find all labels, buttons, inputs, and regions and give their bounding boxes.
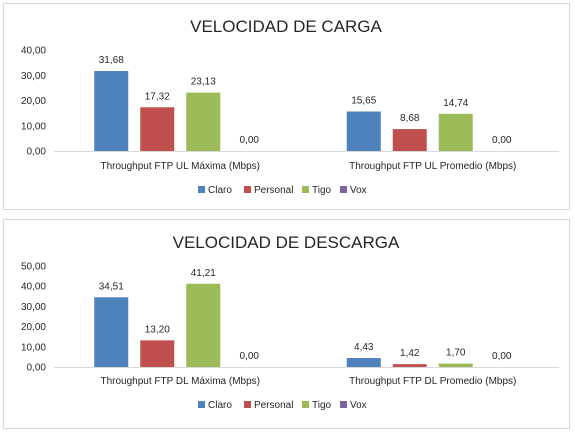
bar-claro xyxy=(94,71,129,151)
y-tick-label: 0,00 xyxy=(27,147,47,158)
y-tick-label: 30,00 xyxy=(21,71,46,82)
data-label: 17,32 xyxy=(145,91,170,102)
y-tick-label: 0,00 xyxy=(27,363,47,374)
legend-label-vox: Vox xyxy=(350,400,367,411)
bar-tigo xyxy=(438,363,473,367)
legend-label-tigo: Tigo xyxy=(312,185,332,196)
y-tick-label: 40,00 xyxy=(21,46,46,57)
y-tick-label: 20,00 xyxy=(21,96,46,107)
category-label: Throughput FTP UL Promedio (Mbps) xyxy=(349,161,516,172)
data-label: 15,65 xyxy=(351,95,376,106)
legend-swatch-claro xyxy=(198,186,205,193)
legend-label-vox: Vox xyxy=(350,185,367,196)
y-tick-label: 50,00 xyxy=(21,262,46,273)
bar-personal xyxy=(140,107,175,151)
legend-swatch-claro xyxy=(198,401,205,408)
bar-claro xyxy=(346,358,381,367)
data-label: 1,42 xyxy=(400,348,420,359)
y-tick-label: 10,00 xyxy=(21,342,46,353)
chart-title: VELOCIDAD DE CARGA xyxy=(190,17,382,36)
legend-label-claro: Claro xyxy=(208,400,232,411)
download-speed-chart: VELOCIDAD DE DESCARGA 0,00 10,00 20,00 30,0… xyxy=(21,233,559,411)
data-label: 0,00 xyxy=(492,135,512,146)
download-speed-chart-panel: VELOCIDAD DE DESCARGA 0,00 10,00 20,00 30,0… xyxy=(3,219,570,429)
y-tick-label: 20,00 xyxy=(21,322,46,333)
data-label: 4,43 xyxy=(354,342,374,353)
bar-claro xyxy=(94,297,129,367)
data-label: 14,74 xyxy=(443,98,468,109)
data-label: 1,70 xyxy=(446,348,466,359)
bar-tigo xyxy=(186,92,221,151)
data-label: 8,68 xyxy=(400,113,420,124)
data-label: 23,13 xyxy=(191,77,216,88)
y-tick-label: 10,00 xyxy=(21,121,46,132)
bar-tigo xyxy=(438,113,473,151)
legend-label-personal: Personal xyxy=(254,400,293,411)
bar-personal xyxy=(392,364,427,367)
data-label: 0,00 xyxy=(492,351,512,362)
category-label: Throughput FTP UL Máxima (Mbps) xyxy=(101,161,261,172)
data-label: 31,68 xyxy=(99,55,124,66)
legend-swatch-vox xyxy=(340,186,347,193)
legend-swatch-personal xyxy=(244,401,251,408)
legend-swatch-tigo xyxy=(302,401,309,408)
upload-speed-chart: VELOCIDAD DE CARGA 0,00 10,00 20,00 30,00 40… xyxy=(21,17,559,196)
data-label: 0,00 xyxy=(240,351,260,362)
y-tick-label: 40,00 xyxy=(21,282,46,293)
legend-label-personal: Personal xyxy=(254,185,293,196)
data-label: 41,21 xyxy=(191,268,216,279)
bar-claro xyxy=(346,111,381,151)
legend-label-claro: Claro xyxy=(208,185,232,196)
data-label: 34,51 xyxy=(99,281,124,292)
legend-swatch-vox xyxy=(340,401,347,408)
data-label: 13,20 xyxy=(145,324,170,335)
bar-personal xyxy=(392,129,427,151)
legend-swatch-tigo xyxy=(302,186,309,193)
category-label: Throughput FTP DL Promedio (Mbps) xyxy=(349,376,516,387)
bar-personal xyxy=(140,340,175,367)
legend-swatch-personal xyxy=(244,186,251,193)
category-label: Throughput FTP DL Máxima (Mbps) xyxy=(101,376,261,387)
chart-title: VELOCIDAD DE DESCARGA xyxy=(173,233,400,252)
data-label: 0,00 xyxy=(240,135,260,146)
legend-label-tigo: Tigo xyxy=(312,400,332,411)
upload-speed-chart-panel: VELOCIDAD DE CARGA 0,00 10,00 20,00 30,00 40… xyxy=(3,3,570,210)
bar-tigo xyxy=(186,283,221,367)
y-tick-label: 30,00 xyxy=(21,302,46,313)
